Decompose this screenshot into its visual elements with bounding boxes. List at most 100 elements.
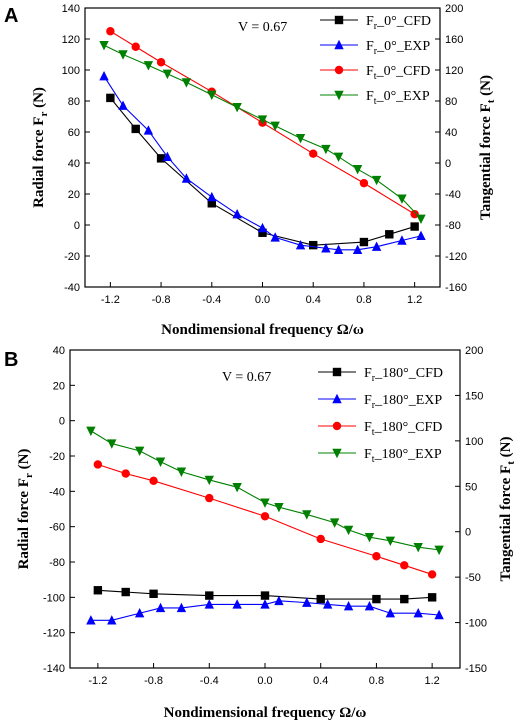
data-point (93, 586, 103, 595)
series-1 (86, 595, 444, 625)
data-point (329, 518, 340, 528)
data-point (86, 615, 96, 625)
y2-tick-label: -40 (445, 189, 461, 201)
data-point (143, 125, 154, 135)
data-point (131, 42, 140, 51)
data-point (181, 78, 192, 88)
data-point (207, 199, 216, 208)
annotation-text: V = 0.67 (222, 370, 271, 385)
data-point (162, 151, 173, 161)
legend-label: Fr_0°_EXP (366, 39, 430, 57)
data-point (99, 71, 109, 81)
x-tick-label: -0.8 (144, 675, 163, 687)
data-point (232, 103, 242, 113)
data-point (260, 591, 270, 600)
data-point (118, 100, 128, 110)
x-tick-label: 1.2 (424, 675, 439, 687)
series-3 (86, 426, 444, 556)
legend-label: Ft_180°_CFD (364, 420, 442, 438)
data-point (260, 498, 270, 508)
data-point (134, 608, 145, 618)
data-point (274, 595, 284, 606)
data-point (372, 552, 381, 561)
y2-tick-label: -80 (445, 220, 461, 232)
y2-tick-label: -50 (465, 572, 481, 584)
legend-label: Ft_0°_CFD (366, 64, 430, 82)
data-point (258, 228, 267, 237)
data-point (400, 561, 409, 570)
y-tick-label: 60 (68, 127, 80, 139)
legend-label: Fr_180°_CFD (364, 366, 443, 384)
series-line (90, 600, 440, 621)
data-point (385, 230, 394, 239)
data-point (204, 475, 214, 486)
x-tick-label: -0.8 (152, 294, 171, 306)
x-tick-label: -0.4 (200, 675, 219, 687)
y2-tick-label: 40 (445, 127, 457, 139)
y-axis-label: Radial force Fr (N) (31, 87, 50, 208)
data-point (260, 599, 270, 609)
data-point (400, 594, 409, 604)
data-point (260, 512, 270, 521)
data-point (302, 597, 312, 607)
data-point (359, 237, 369, 247)
data-point (295, 239, 306, 250)
data-point (134, 446, 145, 457)
data-point (427, 570, 437, 579)
data-point (322, 599, 333, 609)
data-point (93, 460, 103, 469)
series-0 (106, 93, 419, 250)
data-point (321, 144, 331, 155)
y-tick-label: 100 (62, 65, 80, 77)
chart-panel-A: -1.2 -0.8 -0.4 0.0 0.4 0.8 1.2 -40 -20 0 20 40 60 80 1… (4, 3, 497, 338)
data-point (156, 58, 166, 67)
data-point (205, 591, 214, 600)
y-tick-label: -100 (43, 592, 65, 604)
legend-label: Ft_0°_EXP (366, 89, 430, 107)
y-tick-label: -20 (49, 451, 65, 463)
y-tick-label: 120 (62, 34, 80, 46)
data-point (232, 208, 242, 219)
legend-label: Ft_180°_EXP (364, 447, 442, 465)
y2-tick-label: 80 (445, 96, 457, 108)
legend-marker (334, 65, 344, 75)
data-point (352, 244, 363, 254)
legend-label: Fr_180°_EXP (364, 393, 442, 411)
panel-letter: A (4, 5, 18, 27)
data-point (295, 134, 306, 144)
y2-tick-label: 200 (465, 345, 483, 357)
data-point (343, 525, 354, 536)
legend-marker (334, 15, 344, 25)
data-point (232, 482, 242, 493)
data-point (309, 240, 318, 250)
data-point (385, 608, 396, 618)
data-point (410, 222, 419, 231)
x-tick-label: -1.2 (88, 675, 107, 687)
y-tick-label: -80 (49, 557, 65, 569)
series-line (103, 75, 422, 251)
legend-marker (334, 90, 344, 101)
series-1 (99, 71, 426, 254)
series-0 (93, 586, 437, 604)
data-point (352, 165, 363, 175)
data-point (107, 439, 117, 449)
y2-tick-label: 0 (445, 158, 451, 170)
y2-tick-label: 100 (465, 436, 483, 448)
y2-tick-label: 0 (465, 527, 471, 539)
data-point (162, 69, 173, 80)
data-point (434, 609, 444, 620)
legend-label: Fr_0°_CFD (366, 14, 431, 32)
data-point (416, 214, 426, 224)
data-point (302, 510, 312, 520)
data-point (410, 209, 419, 219)
data-point (427, 593, 437, 602)
data-point (149, 476, 158, 486)
y2-tick-label: 160 (445, 34, 463, 46)
y-tick-label: 40 (53, 345, 65, 357)
data-point (385, 536, 396, 546)
x-axis-label: Nondimensional frequency Ω/ω (164, 705, 367, 721)
x-tick-label: 1.2 (407, 294, 422, 306)
x-tick-label: -0.4 (202, 294, 221, 306)
data-point (106, 27, 115, 36)
